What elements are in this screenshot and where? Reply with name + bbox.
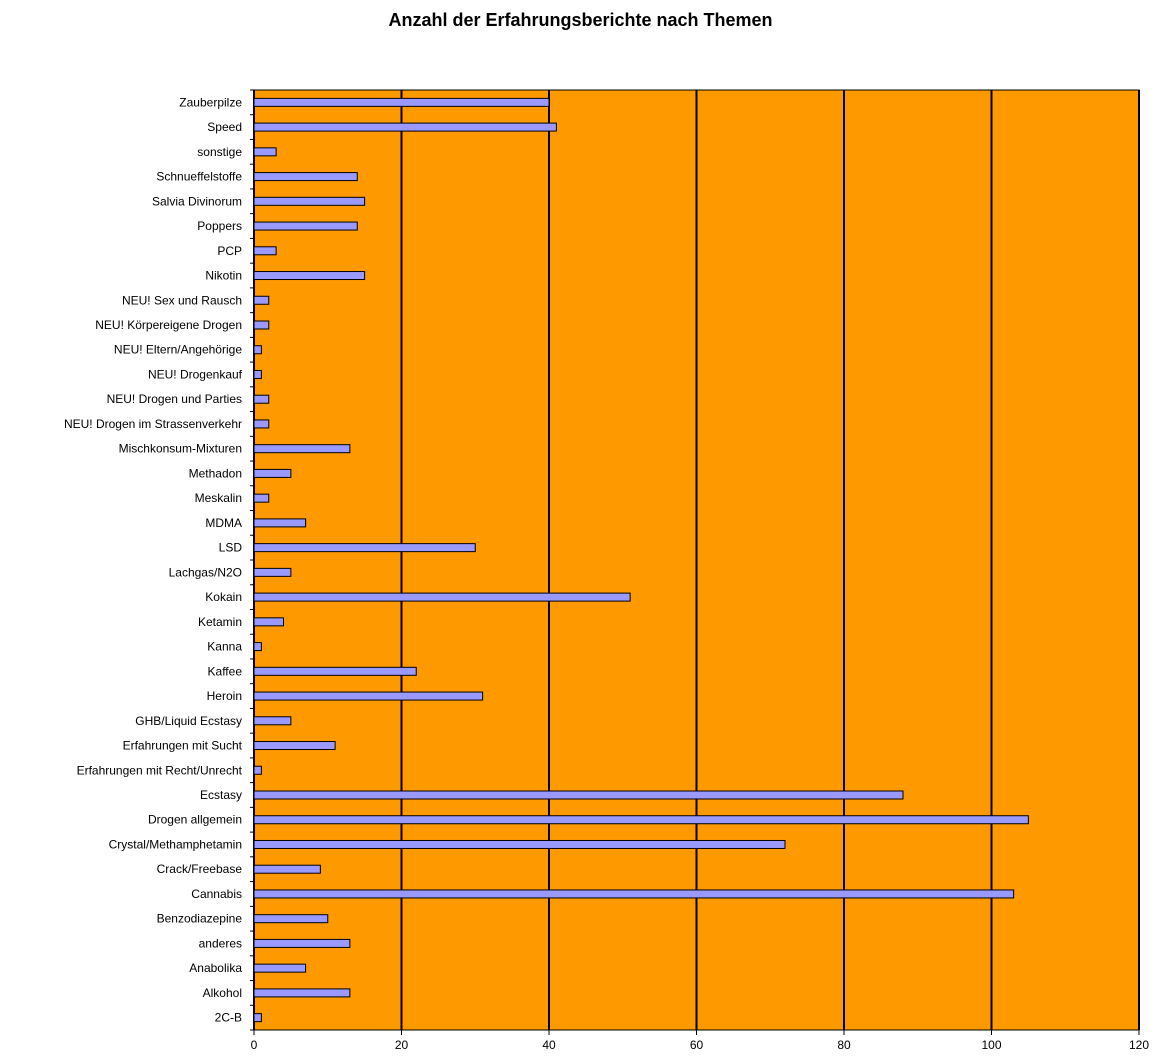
category-label: Erfahrungen mit Recht/Unrecht — [77, 763, 243, 777]
category-label: Mischkonsum-Mixturen — [119, 442, 242, 456]
category-label: NEU! Drogen und Parties — [107, 392, 242, 406]
x-tick-label: 20 — [395, 1038, 409, 1052]
bar — [253, 741, 336, 751]
x-tick-label: 80 — [837, 1038, 851, 1052]
category-label: Ketamin — [198, 615, 242, 629]
category-label: Anabolika — [189, 961, 242, 975]
bar — [253, 122, 557, 132]
bar — [253, 988, 351, 998]
category-label: NEU! Eltern/Angehörige — [114, 343, 242, 357]
bar — [253, 394, 270, 404]
x-tick-label: 40 — [542, 1038, 556, 1052]
category-label: Nikotin — [205, 269, 242, 283]
bar — [253, 345, 262, 355]
bar — [253, 963, 307, 973]
category-label: Salvia Divinorum — [152, 194, 242, 208]
bar — [253, 716, 292, 726]
bar — [253, 320, 270, 330]
bar — [253, 543, 476, 553]
category-label: Kaffee — [208, 664, 243, 678]
bar — [253, 889, 1015, 899]
x-tick-label: 60 — [690, 1038, 704, 1052]
bar — [253, 369, 262, 379]
bar — [253, 196, 366, 206]
category-label: NEU! Sex und Rausch — [122, 293, 242, 307]
category-label: Cannabis — [191, 887, 242, 901]
bar — [253, 97, 550, 107]
bar — [253, 567, 292, 577]
category-label: Alkohol — [203, 986, 242, 1000]
bar — [253, 839, 786, 849]
bar — [253, 765, 262, 775]
bar — [253, 592, 631, 602]
bar — [253, 617, 284, 627]
bar — [253, 295, 270, 305]
bar — [253, 938, 351, 948]
category-label: Kanna — [207, 640, 242, 654]
bar — [253, 271, 366, 281]
bar — [253, 1013, 262, 1023]
category-label: Meskalin — [195, 491, 242, 505]
category-label: sonstige — [197, 145, 242, 159]
category-label: NEU! Körpereigene Drogen — [95, 318, 242, 332]
chart-title: Anzahl der Erfahrungsberichte nach Theme… — [388, 10, 773, 30]
bar — [253, 444, 351, 454]
category-label: 2C-B — [215, 1011, 242, 1025]
bar — [253, 666, 417, 676]
category-label: Zauberpilze — [179, 95, 242, 109]
x-tick-label: 100 — [981, 1038, 1001, 1052]
category-label: Drogen allgemein — [148, 813, 242, 827]
category-label: PCP — [217, 244, 242, 258]
category-label: NEU! Drogen im Strassenverkehr — [64, 417, 242, 431]
bar — [253, 172, 358, 182]
bar — [253, 691, 484, 701]
category-label: Methadon — [189, 466, 242, 480]
bar — [253, 221, 358, 231]
x-tick-label: 120 — [1129, 1038, 1149, 1052]
bar — [253, 864, 321, 874]
category-label: MDMA — [205, 516, 242, 530]
category-label: Erfahrungen mit Sucht — [123, 739, 243, 753]
category-label: Benzodiazepine — [157, 912, 243, 926]
bar — [253, 468, 292, 478]
bar — [253, 493, 270, 503]
category-label: Crystal/Methamphetamin — [109, 837, 242, 851]
x-tick-label: 0 — [251, 1038, 258, 1052]
bar — [253, 246, 277, 256]
category-label: LSD — [219, 541, 243, 555]
bar — [253, 147, 277, 157]
category-label: Schnueffelstoffe — [156, 170, 242, 184]
category-label: Kokain — [205, 590, 242, 604]
bar — [253, 642, 262, 652]
category-label: Poppers — [197, 219, 242, 233]
category-label: Speed — [207, 120, 242, 134]
category-label: Heroin — [207, 689, 242, 703]
bar — [253, 914, 329, 924]
bar — [253, 518, 307, 528]
bar — [253, 419, 270, 429]
category-label: NEU! Drogenkauf — [148, 367, 243, 381]
category-label: GHB/Liquid Ecstasy — [135, 714, 242, 728]
category-label: Crack/Freebase — [157, 862, 243, 876]
bar — [253, 815, 1029, 825]
category-label: Ecstasy — [200, 788, 242, 802]
bar — [253, 790, 904, 800]
category-label: anderes — [199, 936, 242, 950]
category-label: Lachgas/N2O — [169, 565, 242, 579]
